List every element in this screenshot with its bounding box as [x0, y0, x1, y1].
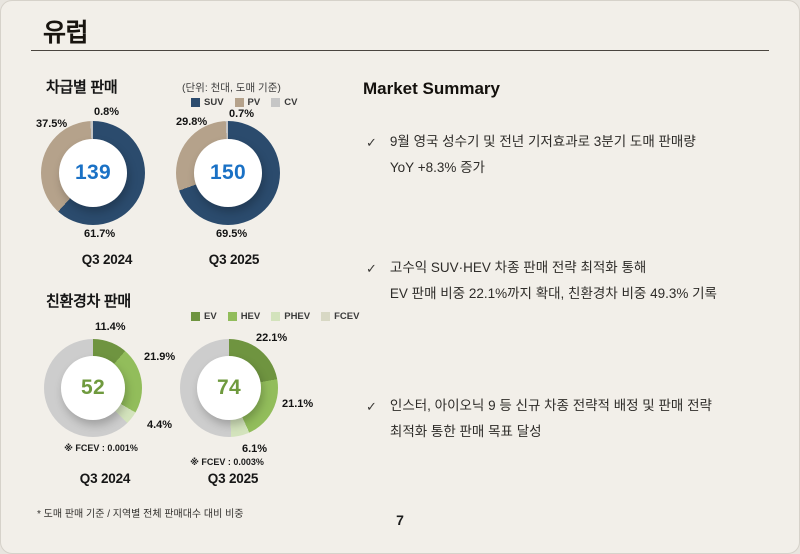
bullet-text: 고수익 SUV·HEV 차종 판매 전략 최적화 통해 EV 판매 비중 22.…: [390, 255, 717, 308]
bullet-line-1: 9월 영국 성수기 및 전년 기저효과로 3분기 도매 판매량: [389, 134, 696, 149]
total-value: 150: [210, 161, 246, 184]
legend-item-pv: PV: [234, 97, 261, 108]
page-number: 7: [396, 512, 404, 528]
fcev-note: ※ FCEV : 0.001%: [64, 443, 138, 453]
period-label: Q3 2024: [81, 252, 133, 267]
pct-label-cv-2024: 0.8%: [94, 106, 120, 118]
bullet-line-2: EV 판매 비중 22.1%까지 확대, 친환경차 비중 49.3% 기록: [389, 286, 717, 302]
market-summary-title: Market Summary: [363, 79, 501, 98]
pct-label-pv-2024: 37.5%: [36, 118, 68, 130]
check-icon: ✓: [366, 399, 377, 414]
pct-label-ev-2025: 22.1%: [256, 332, 288, 344]
donut-center: 52: [61, 356, 125, 420]
donut-ring: 150: [176, 121, 280, 225]
legend-eco-sales: EV HEV PHEV FCEV: [191, 311, 359, 322]
legend-class-sales: SUV PV CV: [191, 97, 297, 108]
page-title: 유럽: [43, 19, 89, 47]
section-title-eco-sales: 친환경차 판매: [46, 293, 131, 310]
summary-bullet-3: ✓ 인스터, 아이오닉 9 등 신규 차종 전략적 배정 및 판매 전략 최적화…: [366, 393, 788, 446]
donut-eco-sales-q3-2024: 11.4% 21.9% 52 4.4% ※ FCEV : 0.001% Q3 2…: [18, 319, 175, 495]
summary-bullet-2: ✓ 고수익 SUV·HEV 차종 판매 전략 최적화 통해 EV 판매 비중 2…: [366, 255, 788, 308]
total-value: 74: [217, 376, 241, 399]
legend-label-cv: CV: [284, 97, 298, 108]
donut-ring: 52: [44, 339, 142, 437]
bullet-line-1: 고수익 SUV·HEV 차종 판매 전략 최적화 통해: [389, 260, 647, 275]
bullet-text: 9월 영국 성수기 및 전년 기저효과로 3분기 도매 판매량 YoY +8.3…: [390, 129, 696, 182]
suv-swatch-icon: [191, 98, 200, 107]
bullet-line-1: 인스터, 아이오닉 9 등 신규 차종 전략적 배정 및 판매 전략: [389, 398, 712, 413]
legend-item-hev: HEV: [227, 311, 261, 322]
donut-eco-sales-q3-2025: 22.1% 21.1% 74 6.1% ※ FCEV : 0.003% Q3 2…: [154, 319, 313, 495]
legend-label-pv: PV: [247, 97, 261, 108]
summary-bullet-1: ✓ 9월 영국 성수기 및 전년 기저효과로 3분기 도매 판매량 YoY +8…: [366, 129, 788, 182]
pct-label-phev-2025: 6.1%: [242, 443, 268, 455]
phev-swatch-icon: [271, 312, 281, 321]
legend-label-phev: PHEV: [284, 311, 311, 322]
legend-item-phev: PHEV: [271, 311, 310, 322]
donut-ring: 74: [180, 339, 278, 437]
legend-label-ev: EV: [204, 311, 217, 322]
legend-item-ev: EV: [191, 311, 217, 322]
legend-label-hev: HEV: [240, 311, 261, 322]
legend-item-suv: SUV: [191, 97, 224, 108]
pct-label-hev-2024: 21.9%: [144, 351, 176, 363]
total-value: 52: [81, 376, 105, 399]
legend-item-cv: CV: [271, 97, 297, 108]
fcev-swatch-icon: [321, 312, 331, 321]
legend-label-suv: SUV: [204, 97, 224, 108]
total-value: 139: [75, 161, 111, 184]
period-label: Q3 2025: [208, 252, 260, 267]
pct-label-cv-2025: 0.7%: [229, 108, 255, 120]
period-label: Q3 2024: [79, 471, 131, 486]
section-title-class-sales: 차급별 판매: [46, 79, 118, 96]
check-icon: ✓: [366, 261, 377, 276]
period-label: Q3 2025: [207, 471, 259, 486]
fcev-note: ※ FCEV : 0.003%: [190, 457, 264, 467]
donut-class-sales-q3-2025: 0.7% 29.8% 150 69.5% Q3 2025: [153, 105, 303, 277]
bullet-line-2: 최적화 통한 판매 목표 달성: [389, 424, 542, 440]
title-divider: [31, 50, 769, 51]
pv-swatch-icon: [234, 98, 244, 107]
pct-label-suv-2025: 69.5%: [216, 228, 248, 240]
donut-center: 74: [197, 356, 261, 420]
donut-center: 139: [59, 139, 127, 207]
donut-class-sales-q3-2024: 0.8% 37.5% 139 61.7% Q3 2024: [18, 105, 168, 277]
pct-label-suv-2024: 61.7%: [84, 228, 116, 240]
pct-label-hev-2025: 21.1%: [282, 398, 314, 410]
legend-label-fcev: FCEV: [334, 311, 360, 322]
unit-note: (단위: 천대, 도매 기준): [182, 82, 281, 94]
pct-label-ev-2024: 11.4%: [95, 321, 126, 333]
hev-swatch-icon: [227, 312, 237, 321]
bullet-line-2: YoY +8.3% 증가: [389, 160, 485, 176]
bullet-text: 인스터, 아이오닉 9 등 신규 차종 전략적 배정 및 판매 전략 최적화 통…: [390, 393, 712, 446]
legend-item-fcev: FCEV: [321, 311, 359, 322]
footnote: * 도매 판매 기준 / 지역별 전체 판매대수 대비 비중: [37, 509, 244, 520]
donut-center: 150: [194, 139, 262, 207]
donut-ring: 139: [41, 121, 145, 225]
check-icon: ✓: [366, 135, 377, 150]
pct-label-pv-2025: 29.8%: [176, 116, 208, 128]
cv-swatch-icon: [271, 98, 281, 107]
ev-swatch-icon: [191, 312, 200, 321]
pct-label-phev-2024: 4.4%: [147, 419, 173, 431]
